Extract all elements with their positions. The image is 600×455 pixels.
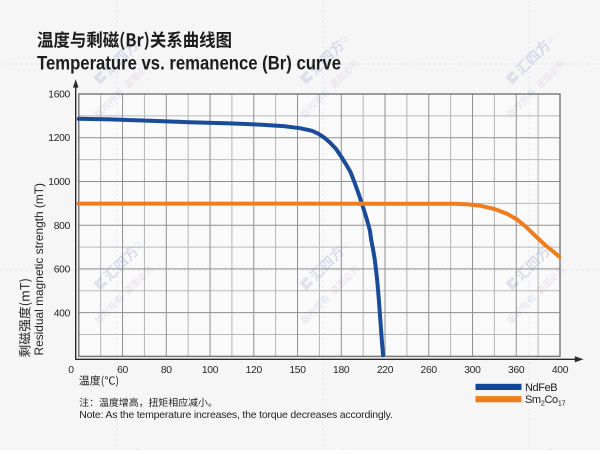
svg-text:220: 220 xyxy=(377,365,394,376)
svg-text:150: 150 xyxy=(289,365,306,376)
svg-text:800: 800 xyxy=(54,221,71,232)
svg-text:NdFeB: NdFeB xyxy=(525,382,557,394)
svg-text:Sm2Co17: Sm2Co17 xyxy=(525,394,566,407)
svg-text:400: 400 xyxy=(54,309,71,320)
svg-text:120: 120 xyxy=(246,365,263,376)
svg-text:80: 80 xyxy=(161,365,172,376)
svg-text:Temperature vs. remanence (Br): Temperature vs. remanence (Br) curve xyxy=(37,53,341,75)
svg-text:400: 400 xyxy=(552,365,569,376)
svg-text:360: 360 xyxy=(508,365,525,376)
svg-text:Note: As the temperature incre: Note: As the temperature increases, the … xyxy=(79,409,392,421)
svg-text:0: 0 xyxy=(68,365,74,376)
svg-text:300: 300 xyxy=(464,365,481,376)
svg-text:600: 600 xyxy=(54,265,71,276)
svg-text:100: 100 xyxy=(202,365,219,376)
svg-text:180: 180 xyxy=(333,365,350,376)
svg-text:260: 260 xyxy=(421,365,438,376)
svg-text:1000: 1000 xyxy=(48,177,70,188)
svg-text:Residual magnetic strength (mT: Residual magnetic strength (mT) xyxy=(33,183,46,356)
svg-text:1200: 1200 xyxy=(48,133,70,144)
svg-text:1600: 1600 xyxy=(48,90,70,101)
svg-text:60: 60 xyxy=(117,365,128,376)
